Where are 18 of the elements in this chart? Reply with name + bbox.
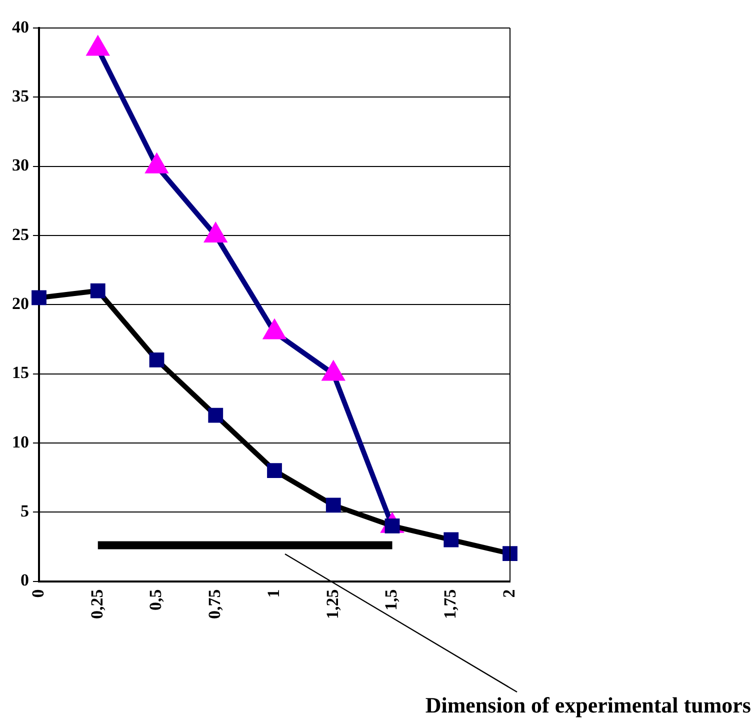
x-tick-label: 0,75 [205,589,224,619]
x-tick-label: 1,75 [440,589,460,619]
x-tick-label: 1,25 [322,589,342,619]
x-tick-label: 1 [264,589,283,598]
x-tick-label: 0,5 [146,589,166,610]
y-tick-label: 30 [12,156,29,175]
x-tick-label: 0,25 [87,589,106,619]
y-tick-label: 10 [12,432,29,452]
x-tick-label: 2 [499,589,518,598]
x-axis-title: Dimension of experimental tumors [425,692,752,718]
y-tick-label: 20 [12,294,29,314]
x-tick-label: 0 [28,589,48,598]
y-tick-label: 5 [20,501,29,520]
y-tick-label: 25 [12,224,29,244]
y-tick-label: 40 [12,17,29,36]
x-tick-label: 1,5 [382,589,401,610]
y-tick-label: 15 [12,363,29,382]
y-tick-label: 35 [12,86,29,106]
